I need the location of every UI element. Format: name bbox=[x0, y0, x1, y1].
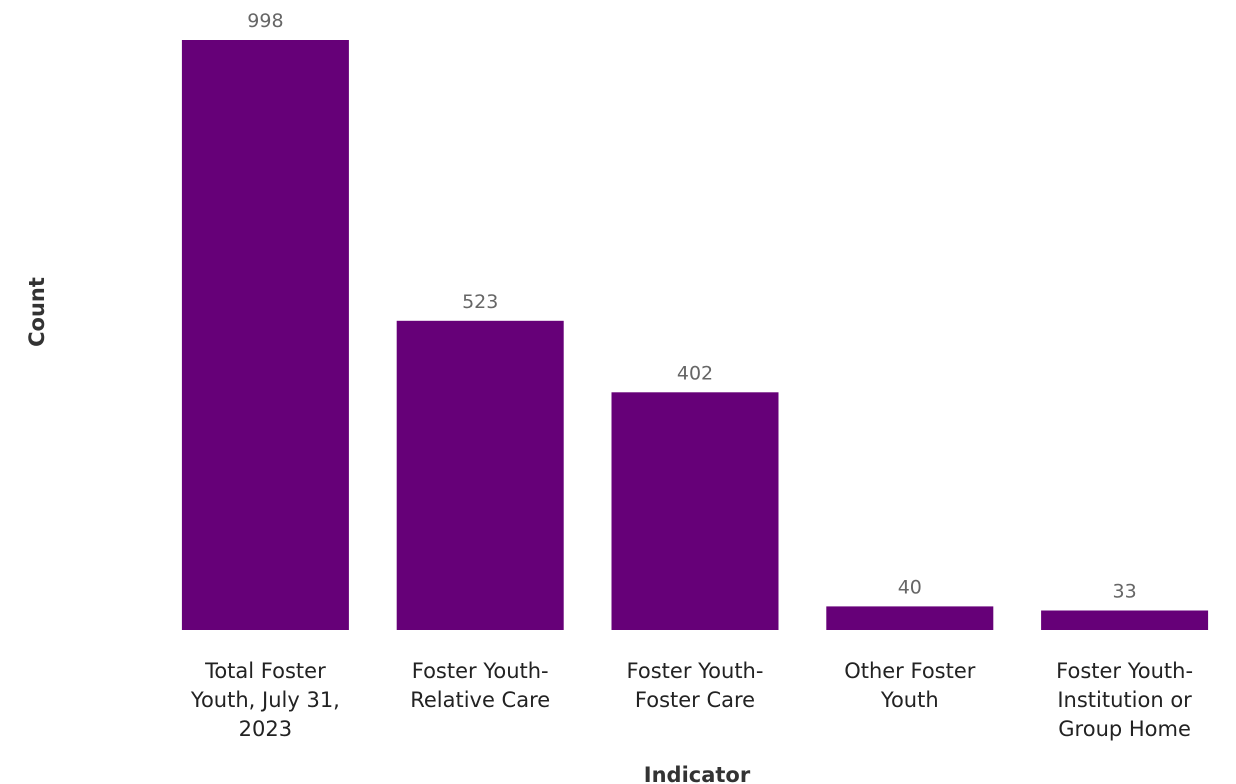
x-tick-label-line: Youth, July 31, bbox=[190, 688, 340, 712]
x-tick-label-line: Institution or bbox=[1057, 688, 1192, 712]
y-axis-title: Count bbox=[25, 277, 49, 347]
bar-value-label-3: 402 bbox=[677, 362, 713, 384]
bar-3[interactable] bbox=[611, 392, 779, 630]
bar-4[interactable] bbox=[826, 606, 994, 630]
bar-1[interactable] bbox=[181, 40, 349, 630]
bar-5[interactable] bbox=[1041, 610, 1209, 631]
x-tick-label-4: Other Foster Youth bbox=[844, 659, 976, 712]
x-tick-label-line: Foster Care bbox=[635, 688, 755, 712]
bar-value-label-5: 33 bbox=[1113, 581, 1137, 603]
x-tick-label-line: Relative Care bbox=[410, 688, 550, 712]
x-tick-label-line: Foster Youth- bbox=[412, 659, 549, 683]
x-tick-label-2: Foster Youth- Relative Care bbox=[410, 659, 550, 712]
x-tick-label-line: Group Home bbox=[1058, 717, 1191, 741]
bars-layer bbox=[181, 40, 1209, 631]
x-tick-label-1: Total Foster Youth, July 31, 2023 bbox=[190, 659, 340, 741]
x-tick-label-line: Foster Youth- bbox=[627, 659, 764, 683]
x-tick-labels-layer: Total Foster Youth, July 31, 2023 Foster Yo… bbox=[190, 659, 1193, 741]
x-tick-label-3: Foster Youth- Foster Care bbox=[627, 659, 764, 712]
x-tick-label-line: Foster Youth- bbox=[1056, 659, 1193, 683]
x-tick-label-line: 2023 bbox=[239, 717, 292, 741]
x-axis-title: Indicator bbox=[644, 763, 751, 784]
bar-value-label-4: 40 bbox=[898, 576, 922, 598]
x-tick-label-line: Total Foster bbox=[204, 659, 326, 683]
x-tick-label-line: Other Foster bbox=[844, 659, 976, 683]
bar-value-label-2: 523 bbox=[462, 291, 498, 313]
x-tick-label-5: Foster Youth- Institution or Group Home bbox=[1056, 659, 1193, 741]
bar-2[interactable] bbox=[396, 320, 564, 630]
bar-value-label-1: 998 bbox=[247, 10, 283, 32]
value-labels-layer: 998 523 402 40 33 bbox=[247, 10, 1136, 603]
x-tick-label-line: Youth bbox=[880, 688, 939, 712]
